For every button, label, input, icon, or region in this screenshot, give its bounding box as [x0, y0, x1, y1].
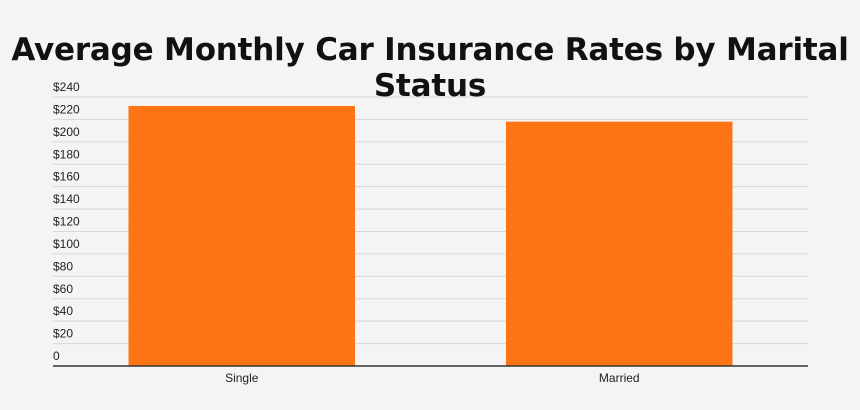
y-tick-label: $240 — [53, 80, 80, 94]
y-tick-label: $60 — [53, 282, 73, 296]
y-tick-label: $180 — [53, 147, 80, 161]
y-tick-label: $220 — [53, 102, 80, 116]
y-tick-label: $40 — [53, 304, 73, 318]
y-tick-label: $140 — [53, 192, 80, 206]
chart-title: Average Monthly Car Insurance Rates by M… — [11, 32, 849, 104]
y-tick-label: $120 — [53, 215, 80, 229]
bar-married — [506, 121, 733, 367]
x-tick-label: Single — [225, 371, 259, 385]
y-tick-label: $160 — [53, 170, 80, 184]
y-tick-label: 0 — [53, 349, 60, 363]
y-tick-label: $20 — [53, 327, 73, 341]
bar-single — [128, 105, 355, 366]
y-tick-label: $80 — [53, 259, 73, 273]
y-tick-label: $100 — [53, 237, 80, 251]
x-tick-label: Married — [599, 371, 640, 385]
y-tick-label: $200 — [53, 125, 80, 139]
